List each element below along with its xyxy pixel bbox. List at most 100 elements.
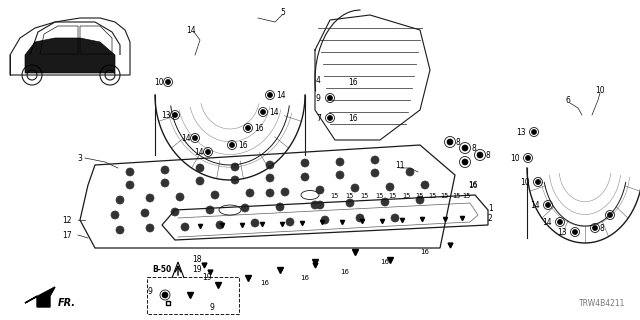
Circle shape xyxy=(196,164,204,172)
Text: 16: 16 xyxy=(348,114,358,123)
Circle shape xyxy=(286,218,294,226)
Circle shape xyxy=(162,292,168,298)
Circle shape xyxy=(462,145,468,151)
Circle shape xyxy=(260,109,266,115)
Text: 14: 14 xyxy=(186,26,196,35)
Text: 2: 2 xyxy=(488,213,493,222)
Circle shape xyxy=(126,181,134,189)
Circle shape xyxy=(536,180,541,185)
Text: 17: 17 xyxy=(62,230,72,239)
Circle shape xyxy=(216,221,224,229)
Text: 15: 15 xyxy=(330,193,339,199)
Text: 16: 16 xyxy=(260,280,269,286)
Circle shape xyxy=(266,161,274,169)
Text: 8: 8 xyxy=(471,143,476,153)
Text: 5: 5 xyxy=(280,7,285,17)
Circle shape xyxy=(231,176,239,184)
Text: 16: 16 xyxy=(468,182,477,188)
Text: 9: 9 xyxy=(316,93,321,102)
Text: 9: 9 xyxy=(147,287,152,297)
Circle shape xyxy=(211,191,219,199)
Circle shape xyxy=(545,203,550,207)
Circle shape xyxy=(301,159,309,167)
Text: 16: 16 xyxy=(340,269,349,275)
Text: FR.: FR. xyxy=(58,298,76,308)
Text: 6: 6 xyxy=(565,95,570,105)
Text: 16: 16 xyxy=(238,140,248,149)
Circle shape xyxy=(328,116,333,121)
Circle shape xyxy=(205,149,211,155)
Text: 16: 16 xyxy=(254,124,264,132)
Circle shape xyxy=(161,179,169,187)
Circle shape xyxy=(116,226,124,234)
Text: 14: 14 xyxy=(276,91,285,100)
Circle shape xyxy=(421,181,429,189)
Circle shape xyxy=(477,152,483,158)
Circle shape xyxy=(301,173,309,181)
Text: 15: 15 xyxy=(345,193,353,199)
Text: TRW4B4211: TRW4B4211 xyxy=(579,299,625,308)
Circle shape xyxy=(381,198,389,206)
Circle shape xyxy=(311,201,319,209)
Circle shape xyxy=(246,125,250,131)
Text: 13: 13 xyxy=(516,127,525,137)
Circle shape xyxy=(171,208,179,216)
Circle shape xyxy=(111,211,119,219)
Text: 16: 16 xyxy=(420,249,429,255)
Circle shape xyxy=(336,158,344,166)
Circle shape xyxy=(173,113,177,117)
Circle shape xyxy=(196,177,204,185)
Text: 8: 8 xyxy=(486,150,491,159)
Text: 15: 15 xyxy=(388,193,396,199)
Text: 13: 13 xyxy=(557,228,566,236)
Circle shape xyxy=(316,186,324,194)
Circle shape xyxy=(231,163,239,171)
Circle shape xyxy=(241,204,249,212)
Text: 10: 10 xyxy=(520,178,530,187)
Circle shape xyxy=(266,189,274,197)
Text: 12: 12 xyxy=(62,215,72,225)
Circle shape xyxy=(462,159,468,165)
Text: 14: 14 xyxy=(269,108,278,116)
Circle shape xyxy=(391,214,399,222)
Circle shape xyxy=(573,229,577,235)
Text: 16: 16 xyxy=(300,275,309,281)
Text: 15: 15 xyxy=(440,193,449,199)
Circle shape xyxy=(416,196,424,204)
Text: 15: 15 xyxy=(428,193,436,199)
Circle shape xyxy=(593,226,598,230)
Text: 10: 10 xyxy=(154,77,164,86)
Circle shape xyxy=(181,223,189,231)
Polygon shape xyxy=(25,38,115,73)
Circle shape xyxy=(371,156,379,164)
Text: 14: 14 xyxy=(194,148,204,156)
Text: 7: 7 xyxy=(316,114,321,123)
Text: 10: 10 xyxy=(595,85,605,94)
Text: 10: 10 xyxy=(510,154,520,163)
Text: 15: 15 xyxy=(402,193,410,199)
Text: B-50: B-50 xyxy=(152,266,172,275)
Circle shape xyxy=(276,203,284,211)
Text: 15: 15 xyxy=(415,193,424,199)
Text: 18: 18 xyxy=(192,255,202,265)
Text: 11: 11 xyxy=(395,161,404,170)
Circle shape xyxy=(346,199,354,207)
Circle shape xyxy=(268,92,273,98)
Circle shape xyxy=(351,184,359,192)
Text: 19: 19 xyxy=(202,274,212,283)
Circle shape xyxy=(251,219,259,227)
Text: 8: 8 xyxy=(600,223,605,233)
Text: 1: 1 xyxy=(488,204,493,212)
Circle shape xyxy=(246,189,254,197)
Text: 8: 8 xyxy=(456,138,461,147)
Circle shape xyxy=(336,171,344,179)
Text: 16: 16 xyxy=(348,77,358,86)
Circle shape xyxy=(266,174,274,182)
Circle shape xyxy=(126,168,134,176)
Text: 15: 15 xyxy=(462,193,470,199)
Circle shape xyxy=(531,130,536,134)
Circle shape xyxy=(316,201,324,209)
Circle shape xyxy=(146,194,154,202)
Text: 16: 16 xyxy=(380,259,389,265)
Circle shape xyxy=(356,214,364,222)
